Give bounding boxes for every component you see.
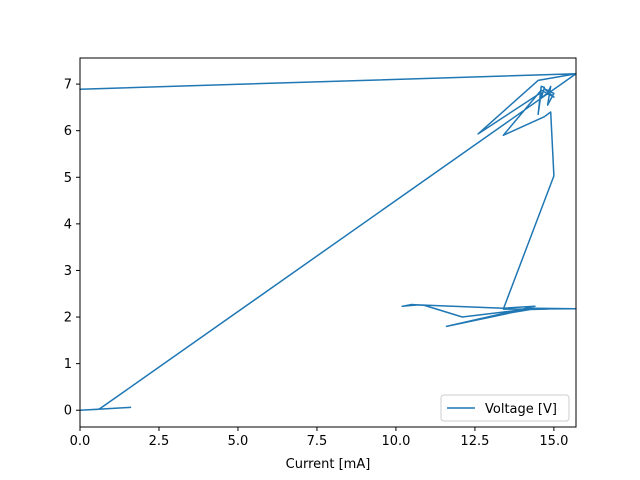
plot-frame: [79, 57, 577, 428]
legend: Voltage [V]: [440, 394, 570, 422]
x-tick-label: 15.0: [539, 434, 568, 449]
x-tick-label: 7.5: [307, 434, 328, 449]
y-axis-ticks: 0 1 2 3 4 5 6 7: [64, 78, 80, 419]
x-tick-label: 10.0: [381, 434, 410, 449]
y-tick-label: 1: [64, 357, 72, 372]
legend-label: Voltage [V]: [485, 402, 557, 417]
x-tick-label: 0.0: [70, 434, 91, 449]
series-line-voltage: [79, 73, 577, 411]
y-tick-label: 0: [64, 404, 72, 419]
y-tick-label: 2: [64, 311, 72, 326]
series-layer: [79, 73, 577, 411]
x-tick-label: 5.0: [228, 434, 249, 449]
x-tick-label: 12.5: [460, 434, 489, 449]
y-tick-label: 5: [64, 171, 72, 186]
y-tick-label: 3: [64, 264, 72, 279]
x-axis-ticks: 0.0 2.5 5.0 7.5 10.0 12.5 15.0: [70, 427, 568, 449]
legend-box: [440, 394, 570, 422]
y-tick-label: 7: [64, 78, 72, 93]
y-tick-label: 4: [64, 217, 72, 232]
y-tick-label: 6: [64, 124, 72, 139]
x-axis-title: Current [mA]: [286, 457, 371, 472]
x-tick-label: 2.5: [149, 434, 170, 449]
